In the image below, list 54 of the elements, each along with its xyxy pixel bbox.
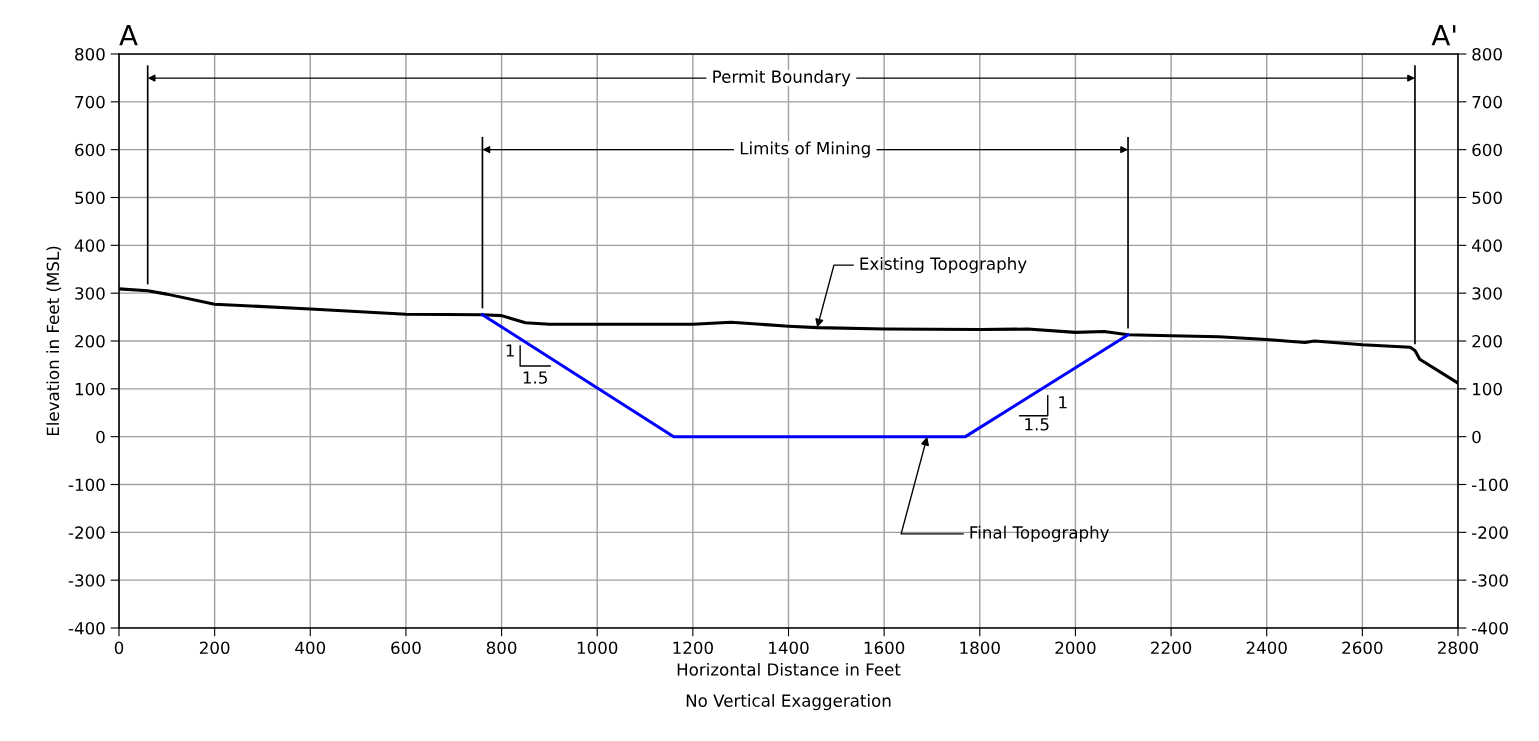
annotation: 1.5 [523, 371, 547, 384]
y2-tick-label: -300 [1472, 574, 1508, 587]
y2-tick-label: 700 [1472, 95, 1502, 109]
y-tick-label: -200 [68, 526, 105, 539]
y-tick-label: 200 [75, 334, 105, 348]
y2-tick-label: 100 [1473, 382, 1502, 396]
x-tick-label: 2800 [1438, 641, 1479, 655]
y-tick-label: -300 [68, 574, 105, 587]
y2-tick-label: 0 [1472, 430, 1481, 444]
x-tick-label: 800 [486, 641, 517, 655]
text: A [119, 25, 138, 46]
y-tick-label: -100 [68, 478, 105, 492]
x-tick-label: 1200 [673, 641, 713, 655]
x-tick-label: 400 [295, 641, 326, 655]
x-tick-label: 1800 [960, 641, 1000, 655]
y-tick-label: 0 [96, 430, 105, 444]
y-tick-label: -400 [68, 621, 105, 635]
y2-tick-label: -200 [1472, 526, 1508, 539]
y-tick-label: 700 [75, 95, 105, 109]
y-tick-label: 100 [75, 382, 105, 396]
x-tick-label: 200 [199, 641, 230, 655]
x-tick-label: 600 [391, 641, 421, 655]
annotation: 1.5 [1025, 418, 1049, 431]
annotation: Permit Boundary [713, 70, 851, 87]
y-tick-label: 300 [75, 287, 105, 300]
annotation: Limits of Mining [740, 141, 870, 158]
y-tick-label: 400 [74, 239, 105, 252]
x-axis-title: Horizontal Distance in Feet [677, 662, 901, 676]
x-tick-label: 1000 [577, 641, 618, 655]
text: A' [1431, 25, 1456, 46]
y2-tick-label: 800 [1472, 47, 1502, 61]
annotation: Existing Topography [860, 257, 1027, 274]
y2-tick-label: -100 [1472, 478, 1508, 492]
y2-tick-label: 300 [1472, 287, 1502, 300]
x-tick-label: 2600 [1342, 641, 1383, 655]
annotation: 1 [1059, 396, 1067, 409]
y-tick-label: 600 [75, 143, 105, 157]
x-tick-label: 1600 [864, 641, 905, 655]
x-tick-label: 2000 [1055, 641, 1096, 655]
y-tick-label: 500 [75, 191, 105, 205]
annotation: Final Topography [970, 525, 1110, 542]
y2-tick-label: 400 [1472, 239, 1502, 252]
y2-tick-label: 200 [1472, 334, 1502, 348]
x-tick-label: 0 [114, 641, 124, 655]
y2-tick-label: 500 [1472, 191, 1502, 205]
y2-tick-label: 600 [1472, 143, 1502, 157]
y-axis-title: Elevation in Feet (MSL) [46, 246, 62, 436]
x-tick-label: 2200 [1151, 641, 1192, 655]
annotation: 1 [506, 344, 514, 357]
y-tick-label: 800 [75, 47, 105, 61]
x-tick-label: 2400 [1246, 641, 1287, 655]
x-tick-label: 1400 [769, 641, 809, 655]
y2-tick-label: -400 [1472, 621, 1508, 635]
text: No Vertical Exaggeration [686, 694, 891, 711]
